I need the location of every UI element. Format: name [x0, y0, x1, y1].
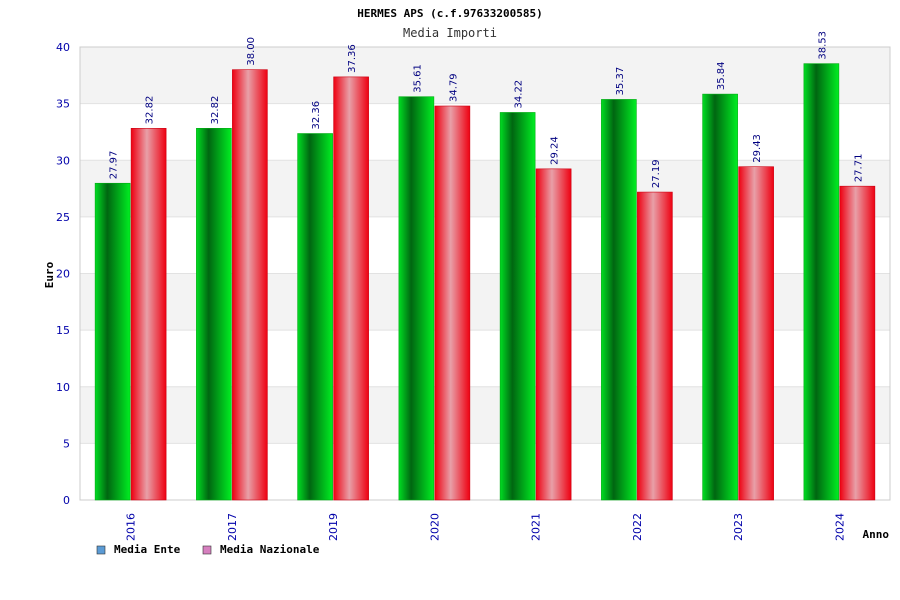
data-label-media-ente-2017: 32.82 — [210, 96, 221, 125]
data-label-media-ente-2016: 27.97 — [109, 151, 120, 180]
legend-swatch-media-ente — [96, 545, 106, 555]
chart-subtitle: Media Importi — [403, 26, 497, 40]
bar-media-ente-2023 — [702, 93, 738, 501]
x-tick-label-2020: 2020 — [428, 513, 441, 541]
y-tick-label: 20 — [56, 268, 70, 281]
bar-media-nazionale-2020 — [434, 105, 471, 501]
data-label-media-nazionale-2017: 38.00 — [246, 37, 257, 66]
data-label-media-ente-2023: 35.84 — [716, 61, 727, 90]
x-tick-label-2022: 2022 — [631, 513, 644, 541]
x-tick-label-2016: 2016 — [125, 513, 138, 541]
x-tick-label-2024: 2024 — [833, 513, 846, 541]
grid-band — [80, 47, 890, 104]
bar-media-ente-2019 — [297, 133, 333, 501]
bar-media-ente-2017 — [196, 128, 232, 501]
y-tick-label: 15 — [56, 324, 70, 337]
y-tick-label: 25 — [56, 211, 70, 224]
bar-media-nazionale-2022 — [637, 191, 673, 501]
data-label-media-nazionale-2024: 27.71 — [853, 154, 864, 183]
bar-media-ente-2021 — [499, 112, 536, 501]
y-tick-label: 5 — [63, 437, 70, 450]
legend-swatch-media-nazionale — [202, 545, 212, 555]
legend-label-media-ente: Media Ente — [114, 543, 181, 556]
bar-media-nazionale-2024 — [839, 185, 876, 501]
data-label-media-nazionale-2016: 32.82 — [145, 96, 156, 125]
bar-media-ente-2022 — [601, 99, 637, 501]
data-label-media-ente-2021: 34.22 — [514, 80, 525, 109]
bar-media-ente-2024 — [803, 63, 840, 501]
plot-frame — [79, 46, 891, 501]
data-label-media-ente-2019: 32.36 — [311, 101, 322, 130]
data-label-media-nazionale-2023: 29.43 — [752, 134, 763, 163]
legend-label-media-nazionale: Media Nazionale — [220, 543, 320, 556]
y-tick-label: 40 — [56, 41, 70, 54]
y-tick-label: 30 — [56, 154, 70, 167]
bar-media-nazionale-2017 — [232, 69, 268, 501]
y-tick-label: 10 — [56, 381, 70, 394]
data-label-media-nazionale-2020: 34.79 — [448, 73, 459, 102]
data-label-media-nazionale-2019: 37.36 — [347, 44, 358, 73]
y-tick-label: 35 — [56, 98, 70, 111]
x-axis-label: Anno — [863, 528, 890, 541]
legend: Media Ente Media Nazionale — [96, 543, 320, 556]
bar-media-nazionale-2023 — [738, 166, 774, 501]
y-axis-label: Euro — [43, 261, 56, 288]
bar-media-nazionale-2016 — [130, 128, 167, 501]
y-axis-ticks: 0 5 10 15 20 25 30 35 40 — [56, 41, 70, 507]
bar-media-nazionale-2021 — [535, 168, 572, 501]
data-label-media-ente-2024: 38.53 — [817, 31, 828, 60]
x-tick-label-2017: 2017 — [226, 513, 239, 541]
chart-title: HERMES APS (c.f.97633200585) — [357, 7, 542, 20]
data-label-media-nazionale-2021: 29.24 — [550, 136, 561, 165]
bars-group: 27.97 32.82 32.82 38.00 32.36 37.36 35.61 34.79… — [94, 31, 876, 501]
x-tick-label-2021: 2021 — [530, 513, 543, 541]
bar-media-ente-2020 — [398, 96, 435, 501]
x-axis-ticks: 2016 2017 2019 2020 2021 2022 2023 2024 — [125, 513, 847, 541]
data-label-media-nazionale-2022: 27.19 — [651, 159, 662, 188]
x-tick-label-2019: 2019 — [327, 513, 340, 541]
x-tick-label-2023: 2023 — [732, 513, 745, 541]
bar-media-ente-2016 — [94, 182, 131, 501]
data-label-media-ente-2022: 35.37 — [615, 67, 626, 96]
y-tick-label: 0 — [63, 494, 70, 507]
bar-media-nazionale-2019 — [333, 76, 369, 501]
data-label-media-ente-2020: 35.61 — [412, 64, 423, 93]
